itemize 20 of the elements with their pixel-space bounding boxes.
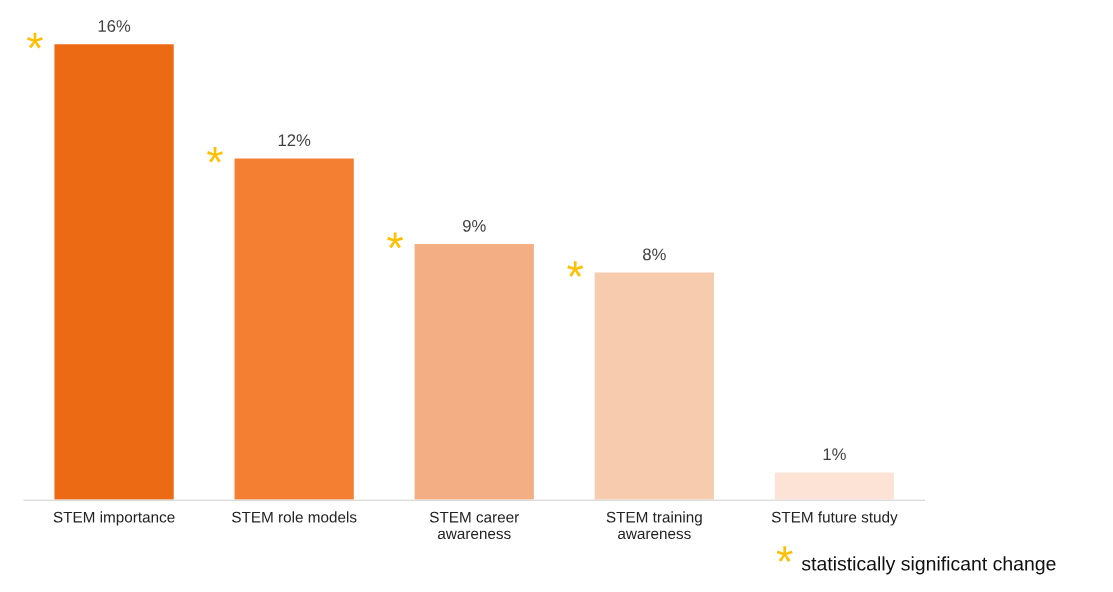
bar [593, 271, 716, 501]
x-tick-label: STEM role models [232, 511, 357, 523]
bar [233, 157, 356, 501]
bar [413, 242, 536, 501]
x-tick-label: STEM importance [53, 511, 175, 526]
bar [53, 42, 176, 501]
annotation: * [387, 232, 404, 249]
x-tick-label: STEM career awareness [429, 511, 519, 540]
data-label: 16% [98, 20, 131, 32]
text: * statistically significant change [776, 546, 1056, 575]
annotation: * [207, 146, 223, 163]
x-tick-label: STEM training awareness [606, 511, 702, 540]
x-tick-label: STEM future study [771, 511, 898, 526]
data-label: 1% [823, 448, 846, 460]
bar [773, 471, 896, 501]
data-label: 12% [278, 134, 311, 147]
annotation: * [26, 32, 43, 49]
data-label: 9% [462, 219, 486, 232]
annotation: * [567, 261, 584, 277]
data-label: 8% [643, 248, 666, 261]
